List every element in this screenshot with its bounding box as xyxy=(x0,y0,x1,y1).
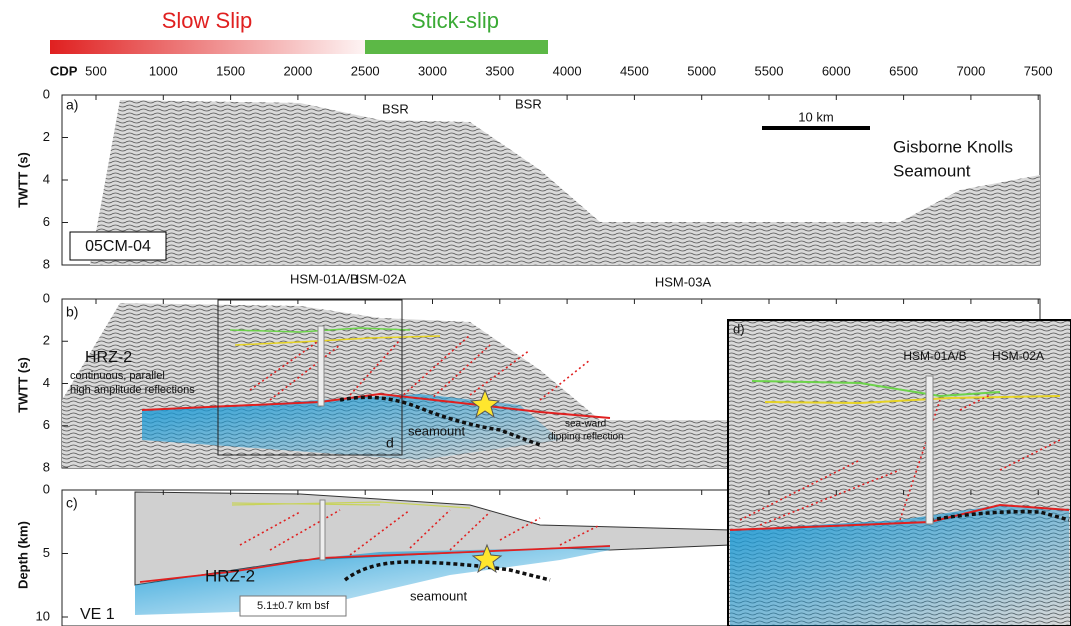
cdp-tick-label: 3000 xyxy=(418,63,447,78)
faults xyxy=(239,509,601,556)
faults xyxy=(249,334,591,401)
borehole xyxy=(925,375,934,525)
cdp-tick-label: 3500 xyxy=(485,63,514,78)
well-label: HSM-01A/B xyxy=(290,271,359,286)
earthquake-star xyxy=(471,543,503,574)
cdp-tick-label: 2500 xyxy=(351,63,380,78)
stick-slip-label: Stick-slip xyxy=(411,8,499,33)
dipping-note: sea-ward xyxy=(565,419,606,430)
depth-note: 5.1±0.7 km bsf xyxy=(257,600,330,612)
cdp-tick-label: 6500 xyxy=(889,63,918,78)
horizon-label: HRZ-2 xyxy=(85,349,132,366)
earthquake-star xyxy=(469,388,501,419)
seamount-label: seamount xyxy=(410,588,467,603)
cdp-tick-label: 2000 xyxy=(283,63,312,78)
seamount-top xyxy=(929,509,1070,522)
cdp-tick-label: 1500 xyxy=(216,63,245,78)
y-tick-label: 8 xyxy=(43,459,50,474)
line-id: 05CM-04 xyxy=(85,238,151,255)
y-tick-label: 2 xyxy=(43,129,50,144)
horizons xyxy=(231,501,471,509)
site-label: Gisborne Knolls xyxy=(893,137,1013,156)
y-tick-label: 0 xyxy=(43,481,50,496)
cdp-tick-label: 1000 xyxy=(149,63,178,78)
cdp-tick-label: 7000 xyxy=(956,63,985,78)
horizon-label: HRZ-2 xyxy=(205,566,255,585)
well-label: HSM-02A xyxy=(350,271,407,286)
well-label: HSM-02A xyxy=(992,349,1044,363)
seismic-section-a xyxy=(90,100,1040,265)
site-label: Seamount xyxy=(893,161,971,180)
y-tick-label: 0 xyxy=(43,86,50,101)
y-tick-label: 8 xyxy=(43,256,50,271)
cdp-tick-label: 4000 xyxy=(553,63,582,78)
inset-box xyxy=(217,299,403,456)
cdp-label: CDP xyxy=(50,63,78,78)
seamount-top xyxy=(343,560,551,582)
y-tick-label: 6 xyxy=(43,214,50,229)
borehole xyxy=(317,325,325,407)
cdp-tick-label: 5000 xyxy=(687,63,716,78)
well-label: HSM-01A/B xyxy=(903,349,966,363)
cdp-tick-label: 4500 xyxy=(620,63,649,78)
panel-label: a) xyxy=(66,97,78,113)
hrz-2-zone xyxy=(730,505,1069,626)
horizon-note: continuous, parallel xyxy=(70,370,165,382)
seamount-label: seamount xyxy=(408,423,465,438)
y-tick-label: 2 xyxy=(43,333,50,348)
y-axis-label: TWTT (s) xyxy=(15,357,30,413)
y-tick-label: 4 xyxy=(43,375,50,390)
y-axis-label: TWTT (s) xyxy=(15,152,30,208)
line-id-box xyxy=(69,231,167,261)
y-tick-label: 0 xyxy=(43,290,50,305)
cdp-tick-label: 7500 xyxy=(1024,63,1053,78)
y-tick-label: 6 xyxy=(43,417,50,432)
horizon-note: high amplitude reflections xyxy=(70,384,195,396)
green-horizon xyxy=(229,327,411,333)
seamount-top xyxy=(339,395,541,447)
y-tick-label: 4 xyxy=(43,171,50,186)
inset-label: d xyxy=(386,435,394,451)
y-axis-label: Depth (km) xyxy=(15,521,30,589)
bsr-label: BSR xyxy=(515,96,542,111)
borehole xyxy=(319,499,326,561)
y-tick-label: 10 xyxy=(36,608,50,623)
well-label: HSM-03A xyxy=(655,274,712,289)
panel-label: c) xyxy=(66,495,78,511)
stick-slip-bar xyxy=(365,40,548,54)
yellow-horizon xyxy=(234,335,441,346)
y-tick-label: 5 xyxy=(43,545,50,560)
yellow-horizon xyxy=(764,395,1061,405)
dipping-note: dipping reflection xyxy=(548,432,624,443)
faults xyxy=(739,394,1061,526)
cdp-tick-label: 6000 xyxy=(822,63,851,78)
scale-label: 10 km xyxy=(798,109,833,124)
cdp-tick-label: 500 xyxy=(85,63,107,78)
cdp-tick-label: 5500 xyxy=(755,63,784,78)
panel-label: b) xyxy=(66,304,78,320)
green-horizon xyxy=(751,380,1001,398)
hrz-2-horizon xyxy=(141,392,611,419)
slow-slip-label: Slow Slip xyxy=(162,8,252,33)
bsr-label: BSR xyxy=(382,101,409,116)
panel-label: d) xyxy=(733,321,745,336)
ve-label: VE 1 xyxy=(80,606,115,623)
slow-slip-bar xyxy=(50,40,365,54)
depth-note-box xyxy=(239,595,347,617)
hrz-2-zone xyxy=(142,394,560,460)
